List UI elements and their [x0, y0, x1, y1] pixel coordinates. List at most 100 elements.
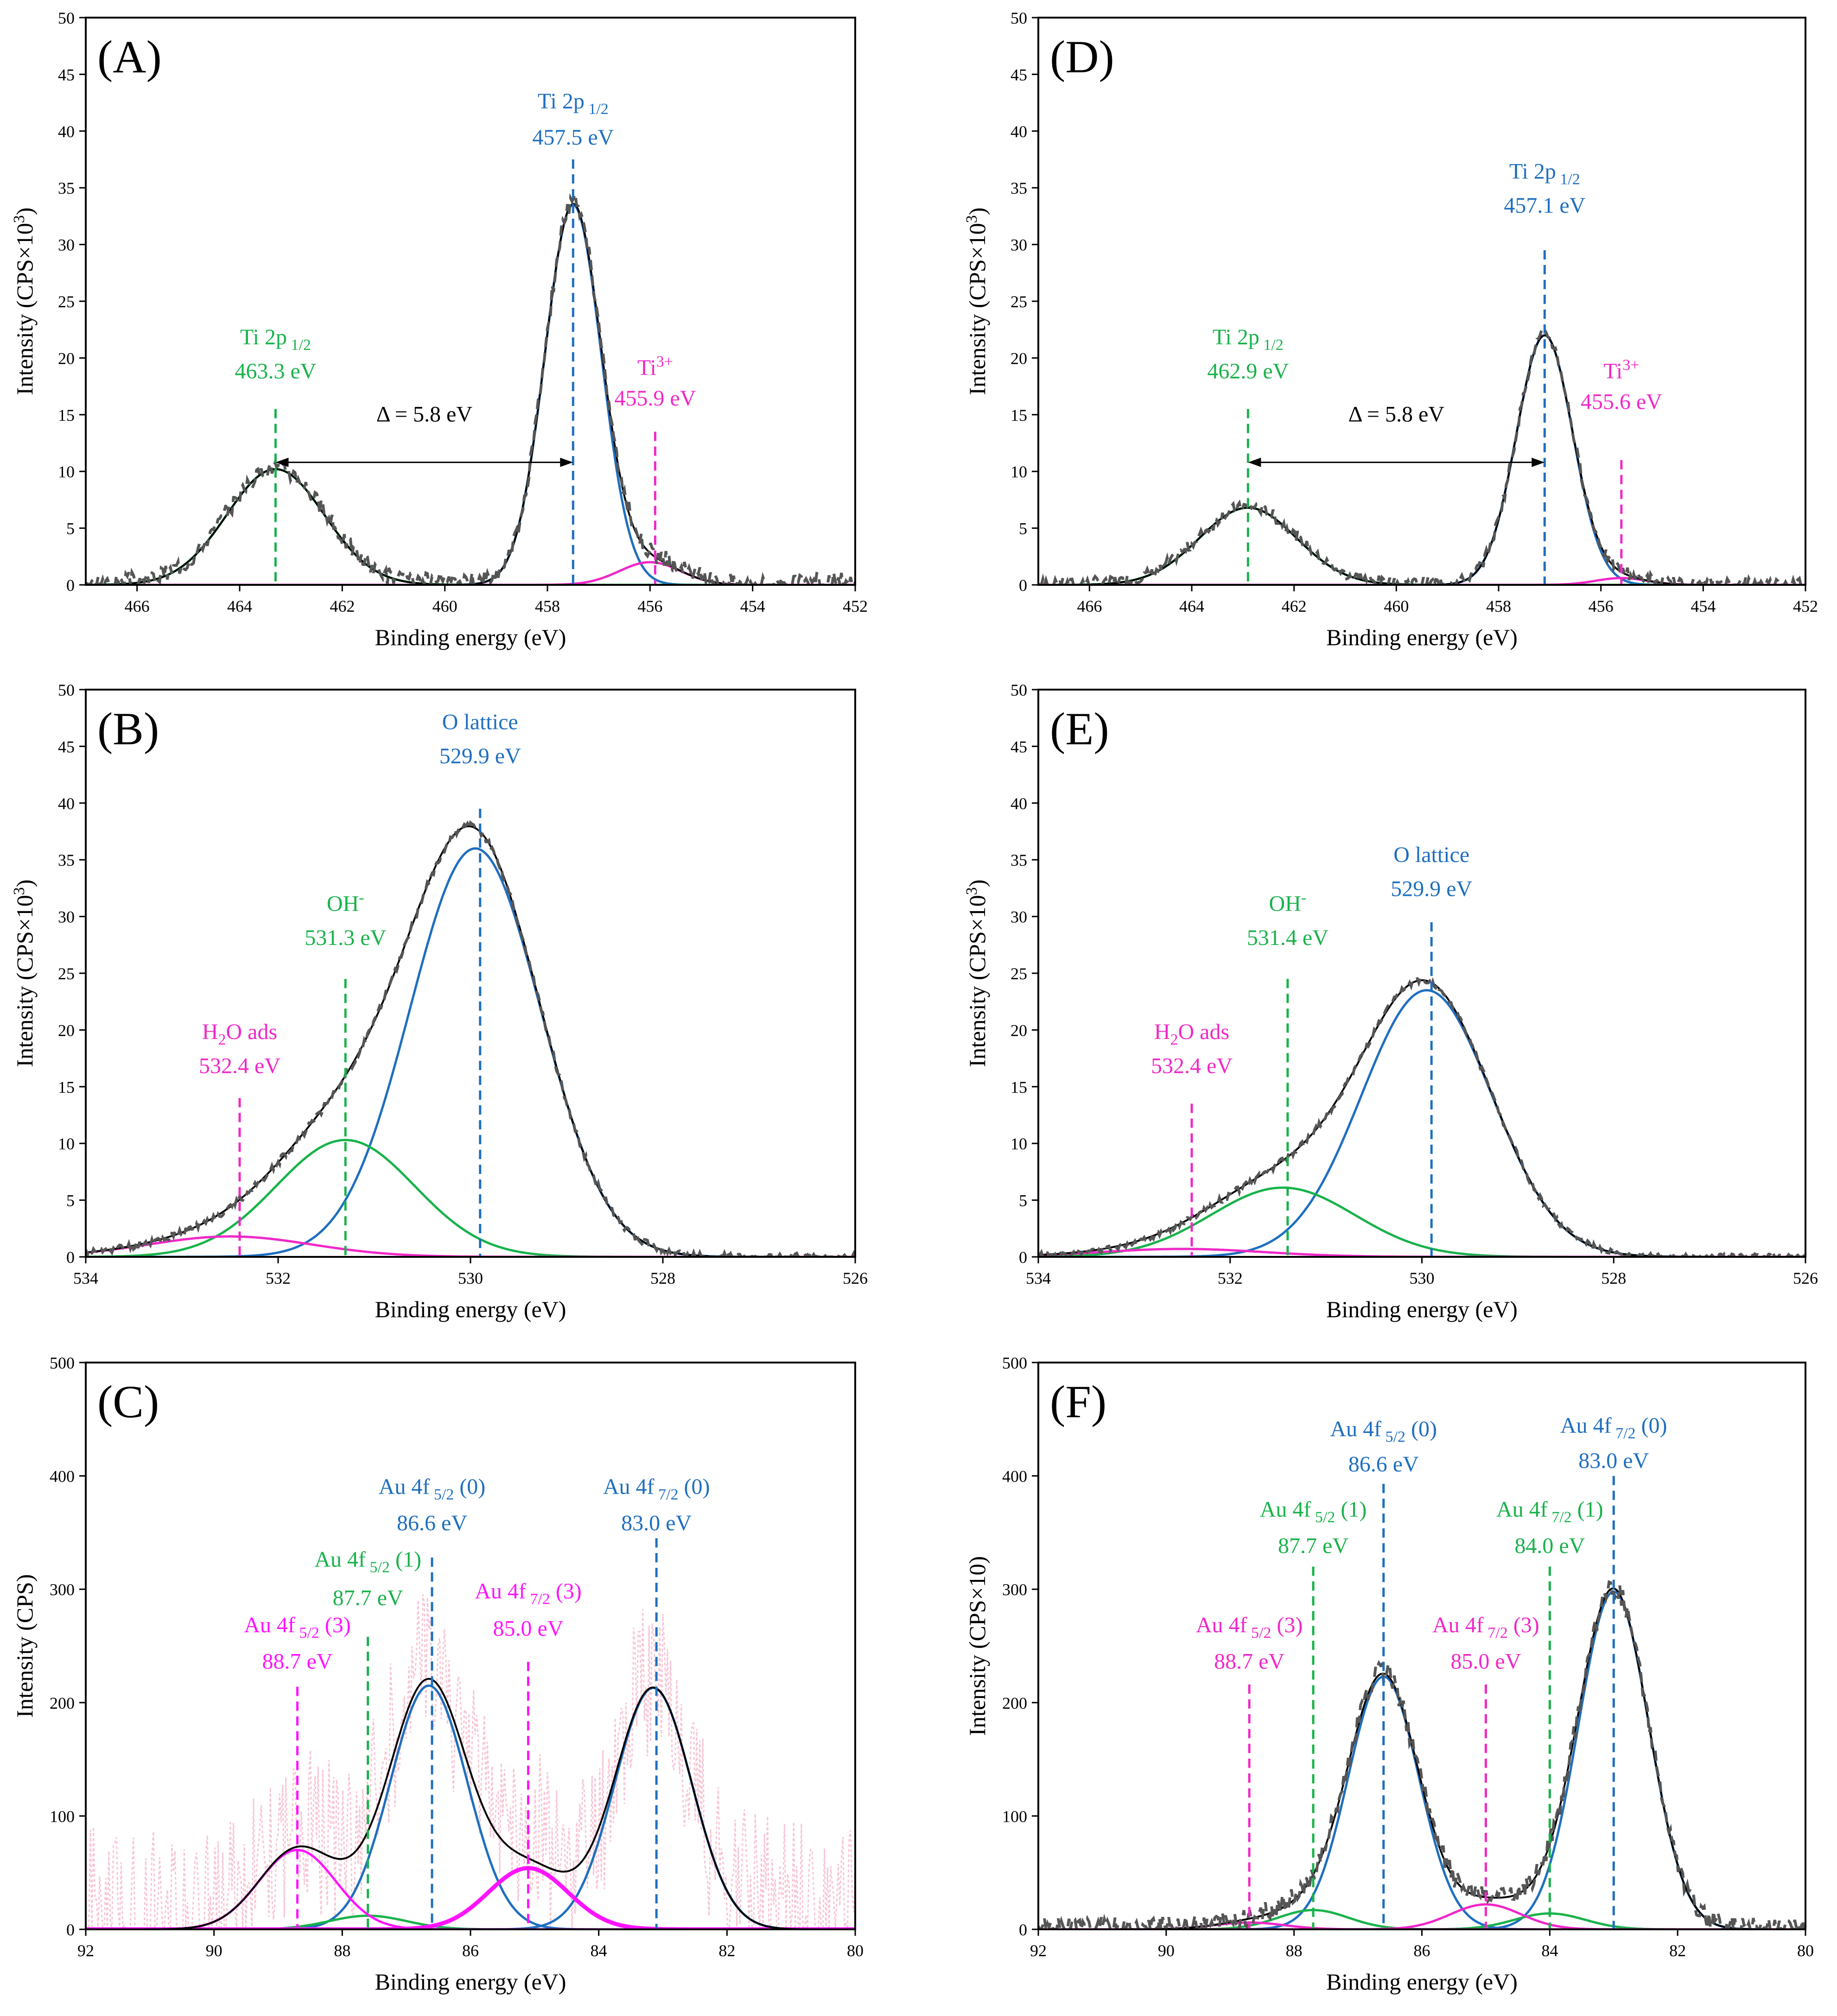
panel-b: 534 532 530 528 526 0 5 10 15 20 25 30 35 40 45 50 Bindi…: [11, 681, 868, 1322]
y-tick-label: 0: [66, 576, 75, 595]
peak-label: Ti 2p 1/2: [1213, 325, 1284, 354]
y-tick-label: 25: [1011, 964, 1027, 983]
delta-arrow-head-left: [275, 457, 289, 467]
component-peak: [86, 847, 855, 1257]
panel-d: 466 464 462 460 458 456 454 452 0 5 10 15 20 25 30 35 40…: [963, 9, 1818, 650]
raw-data-line: [86, 820, 855, 1257]
x-tick-label: 530: [1410, 1269, 1435, 1287]
peak-energy-label: 87.7 eV: [1278, 1534, 1348, 1558]
x-tick-label: 462: [1282, 597, 1307, 615]
y-tick-label: 45: [1011, 65, 1027, 84]
y-tick-label: 300: [1002, 1580, 1027, 1599]
x-tick-label: 534: [73, 1269, 98, 1287]
x-tick-label: 92: [1030, 1941, 1047, 1960]
x-tick-label: 88: [334, 1941, 350, 1960]
plot-frame: [1037, 17, 1806, 586]
component-peak: [86, 468, 855, 585]
y-tick-label: 30: [58, 908, 75, 926]
fit-envelope: [86, 203, 855, 585]
peak-label: Au 4f 7/2 (3): [1432, 1613, 1539, 1642]
component-peak: [1038, 1186, 1805, 1257]
peak-label: Au 4f 5/2 (3): [244, 1613, 351, 1642]
x-axis-label: Binding energy (eV): [1326, 1296, 1518, 1322]
curves: [86, 1594, 855, 1929]
y-axis-label: Intensity (CPS×103): [963, 880, 990, 1067]
peak-label: O lattice: [442, 710, 518, 735]
y-tick-label: 0: [66, 1248, 75, 1267]
peak-energy-label: 86.6 eV: [397, 1511, 467, 1535]
y-tick-label: 35: [1011, 179, 1027, 197]
y-tick-label: 40: [1011, 122, 1027, 141]
x-tick-label: 88: [1286, 1941, 1303, 1960]
peak-label: O lattice: [1393, 843, 1469, 867]
y-tick-label: 30: [1011, 236, 1027, 254]
peak-energy-label: 531.4 eV: [1247, 926, 1328, 950]
peak-label: Au 4f 7/2 (0): [1560, 1414, 1667, 1442]
peak-energy-label: 86.6 eV: [1348, 1452, 1419, 1477]
y-tick-label: 40: [58, 122, 75, 141]
x-tick-label: 528: [1601, 1269, 1626, 1287]
panel-label: (F): [1050, 1376, 1106, 1427]
y-tick-label: 10: [1011, 1135, 1027, 1153]
x-tick-label: 526: [843, 1269, 868, 1287]
y-tick-label: 30: [1011, 908, 1027, 926]
panel-a: 466 464 462 460 458 456 454 452 0 5 10 15 20 25 30 35 40…: [11, 9, 868, 650]
peak-label: Au 4f 5/2 (0): [1330, 1417, 1437, 1445]
raw-data-line: [1038, 326, 1805, 585]
peak-energy-label: 455.6 eV: [1581, 390, 1662, 414]
y-tick-label: 15: [58, 406, 75, 425]
fit-envelope: [86, 1678, 855, 1929]
x-tick-label: 82: [718, 1941, 735, 1960]
peak-label: Ti3+: [637, 353, 673, 380]
delta-arrow-head-right: [560, 457, 573, 467]
y-tick-label: 15: [1011, 1078, 1027, 1097]
delta-label: Δ = 5.8 eV: [1348, 402, 1445, 426]
x-tick-label: 466: [125, 597, 150, 615]
peak-energy-label: 531.3 eV: [305, 926, 386, 950]
x-tick-label: 456: [637, 597, 662, 615]
peak-energy-label: 529.9 eV: [1391, 877, 1472, 901]
plot-frame: [85, 1362, 856, 1930]
y-tick-label: 400: [1002, 1467, 1027, 1486]
peak-energy-label: 455.9 eV: [614, 386, 696, 411]
curves: [1038, 976, 1805, 1257]
x-tick-label: 464: [227, 597, 252, 615]
x-tick-label: 80: [847, 1941, 864, 1960]
fit-envelope: [1038, 979, 1805, 1257]
panel-label: (D): [1050, 31, 1114, 82]
y-tick-label: 100: [50, 1807, 75, 1826]
y-tick-label: 0: [1019, 576, 1027, 595]
raw-data-line: [86, 1594, 855, 1929]
panel-e: 534 532 530 528 526 0 5 10 15 20 25 30 35 40 45 50 Bindi…: [963, 681, 1818, 1322]
x-tick-label: 92: [77, 1941, 94, 1960]
y-axis-label: Intensity (CPS×10): [964, 1556, 990, 1736]
x-tick-label: 86: [462, 1941, 479, 1960]
peak-label: Ti 2p 1/2: [1509, 159, 1580, 188]
x-tick-label: 464: [1179, 597, 1204, 615]
y-axis-label: Intensity (CPS×103): [11, 208, 38, 395]
y-tick-label: 5: [1019, 1192, 1027, 1210]
y-tick-label: 200: [1002, 1694, 1027, 1712]
x-tick-label: 526: [1793, 1269, 1818, 1287]
y-tick-label: 0: [1019, 1921, 1027, 1939]
delta-label: Δ = 5.8 eV: [376, 402, 473, 426]
x-tick-label: 452: [1793, 597, 1818, 615]
x-tick-label: 532: [266, 1269, 291, 1287]
y-tick-label: 50: [58, 9, 75, 27]
y-axis-label: Intensity (CPS×103): [11, 880, 38, 1067]
panel-c: 92 90 88 86 84 82 80 0 100 200 300 400 500 Binding en…: [12, 1354, 864, 1995]
x-tick-label: 460: [432, 597, 458, 615]
y-tick-label: 300: [50, 1580, 75, 1599]
x-axis-label: Binding energy (eV): [375, 624, 566, 650]
peak-label: Ti 2p 1/2: [240, 325, 311, 354]
panel-label: (A): [97, 31, 162, 82]
y-tick-label: 35: [58, 851, 75, 869]
peak-energy-label: 529.9 eV: [439, 744, 521, 768]
peak-energy-label: 85.0 eV: [1450, 1649, 1521, 1674]
y-tick-label: 100: [1002, 1807, 1027, 1826]
peak-label: Au 4f 5/2 (0): [379, 1475, 486, 1503]
y-tick-label: 15: [58, 1078, 75, 1097]
peak-label: OH-: [1269, 889, 1307, 916]
raw-data-line: [1038, 1580, 1805, 1929]
y-tick-label: 45: [58, 65, 75, 84]
